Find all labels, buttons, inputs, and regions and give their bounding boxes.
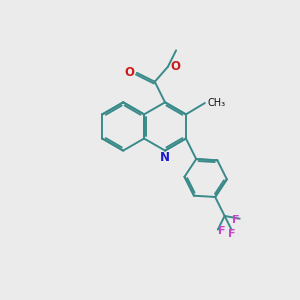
Text: O: O (124, 66, 134, 79)
Text: CH₃: CH₃ (207, 98, 225, 108)
Text: O: O (170, 60, 180, 73)
Text: F: F (228, 229, 235, 239)
Text: N: N (160, 151, 170, 164)
Text: F: F (232, 215, 240, 225)
Text: F: F (218, 226, 225, 236)
